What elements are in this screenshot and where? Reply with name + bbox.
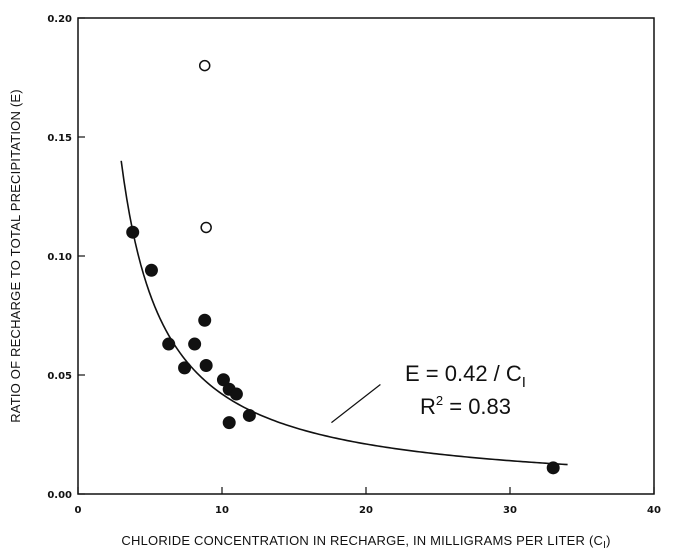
- x-tick-label: 0: [75, 505, 82, 516]
- data-point-filled: [222, 416, 236, 430]
- y-tick-label: 0.20: [47, 14, 72, 25]
- x-tick-label: 10: [215, 505, 229, 516]
- y-axis-label: RATIO OF RECHARGE TO TOTAL PRECIPITATION…: [8, 89, 23, 423]
- y-tick-label: 0.15: [47, 133, 72, 144]
- data-point-filled: [162, 337, 176, 351]
- y-axis-ticks: 0.00 0.05 0.10 0.15 0.20: [47, 14, 85, 501]
- data-point-filled: [546, 461, 560, 475]
- y-tick-label: 0.10: [47, 252, 72, 263]
- data-point-filled: [188, 337, 202, 351]
- plot-frame: [77, 17, 655, 495]
- data-point-filled: [242, 408, 256, 422]
- x-tick-label: 20: [359, 505, 373, 516]
- equation-pointer-line: [331, 384, 381, 424]
- data-point-open: [200, 221, 212, 234]
- data-point-open: [198, 59, 211, 72]
- x-axis-label: CHLORIDE CONCENTRATION IN RECHARGE, IN M…: [121, 533, 610, 551]
- fit-equation: E = 0.42 / CI: [405, 361, 526, 391]
- fit-curve: [120, 160, 568, 466]
- data-point-filled: [216, 373, 230, 387]
- data-point-filled: [198, 313, 212, 327]
- y-tick-label: 0.05: [47, 371, 72, 382]
- data-point-filled: [229, 387, 243, 401]
- x-axis-ticks: 0 10 20 30 40: [75, 487, 661, 516]
- x-tick-label: 40: [647, 505, 661, 516]
- x-tick-label: 30: [503, 505, 517, 516]
- data-points: [126, 59, 560, 475]
- y-tick-label: 0.00: [47, 490, 72, 501]
- data-point-filled: [199, 358, 213, 372]
- data-point-filled: [126, 225, 140, 239]
- data-point-filled: [178, 361, 192, 375]
- data-point-filled: [144, 263, 158, 277]
- r-squared: R2 = 0.83: [420, 393, 511, 419]
